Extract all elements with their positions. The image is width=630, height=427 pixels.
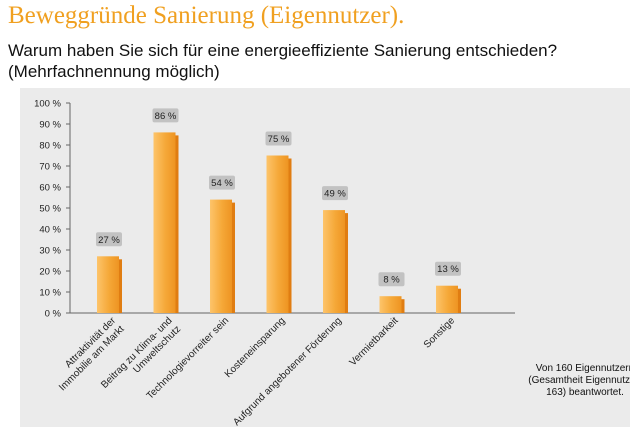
y-tick-label: 40 %	[39, 225, 61, 236]
chart-panel: 0 % 10 % 20 % 30 % 40 % 50 % 60 % 70 % 80 % 90 % 1…	[20, 88, 630, 427]
bar-shadow	[231, 202, 235, 313]
y-tick-label: 90 %	[39, 120, 61, 131]
y-tick-label: 0 %	[45, 309, 62, 320]
bars: 27 % 86 % 54 % 75 % 49 % 8 % 13 %	[96, 108, 461, 313]
chart-question: Warum haben Sie sich für eine energieeff…	[8, 41, 558, 81]
y-tick-label: 20 %	[39, 267, 61, 278]
x-tick-label: Sonstige	[422, 315, 458, 351]
page-title: Beweggründe Sanierung (Eigennutzer).	[8, 2, 405, 29]
value-label-box	[96, 232, 122, 247]
bar	[97, 256, 119, 313]
y-axis: 0 % 10 % 20 % 30 % 40 % 50 % 60 % 70 % 80 % 90 % 1…	[34, 99, 515, 320]
x-tick-label: Kosteneinsparung	[223, 315, 288, 380]
bar-group: 8 %	[378, 272, 405, 313]
value-label: 75 %	[268, 134, 290, 145]
value-label: 8 %	[383, 275, 400, 286]
bar-group: 75 %	[265, 131, 292, 313]
value-label: 86 %	[155, 111, 177, 122]
value-label: 54 %	[211, 178, 233, 189]
y-tick-label: 50 %	[39, 204, 61, 215]
footnote: Von 160 Eigennutzern (Gesamtheit Eigennu…	[528, 363, 630, 398]
value-label-box	[265, 131, 292, 146]
bar	[323, 210, 345, 313]
bar	[153, 132, 176, 313]
y-tick-label: 10 %	[39, 288, 61, 299]
bar	[379, 296, 402, 313]
bar-group: 86 %	[152, 108, 179, 313]
bar-group: 13 %	[435, 261, 461, 313]
bar-shadow	[174, 135, 179, 313]
y-tick-label: 80 %	[39, 141, 61, 152]
y-tick-label: 60 %	[39, 183, 61, 194]
value-label: 27 %	[98, 235, 120, 246]
value-label-box	[152, 108, 179, 123]
value-label-box	[378, 272, 405, 287]
bar	[436, 285, 458, 313]
x-axis-labels: Attraktivität derImmobilie am MarktBeitr…	[57, 315, 458, 427]
bar-group: 54 %	[209, 175, 235, 313]
bar-shadow	[118, 259, 122, 313]
value-label-box	[322, 186, 348, 201]
bar	[210, 199, 232, 313]
value-label: 13 %	[437, 264, 459, 275]
y-tick-label: 70 %	[39, 162, 61, 173]
value-label-box	[209, 175, 235, 190]
bar-chart: 0 % 10 % 20 % 30 % 40 % 50 % 60 % 70 % 80 % 90 % 1…	[34, 99, 515, 427]
bar-shadow	[457, 288, 461, 313]
bar-shadow	[400, 299, 405, 313]
bar-shadow	[287, 158, 292, 313]
x-tick-label: Aufgrund angebotener Förderung	[231, 315, 344, 427]
x-tick-label: Vermietbarkeit	[348, 315, 401, 368]
value-label-box	[435, 261, 461, 276]
bar-shadow	[344, 213, 348, 313]
y-tick-label: 30 %	[39, 246, 61, 257]
value-label: 49 %	[324, 189, 346, 200]
bar-group: 27 %	[96, 232, 122, 313]
bar	[266, 155, 289, 313]
y-tick-label: 100 %	[34, 99, 61, 110]
bar-group: 49 %	[322, 186, 348, 313]
